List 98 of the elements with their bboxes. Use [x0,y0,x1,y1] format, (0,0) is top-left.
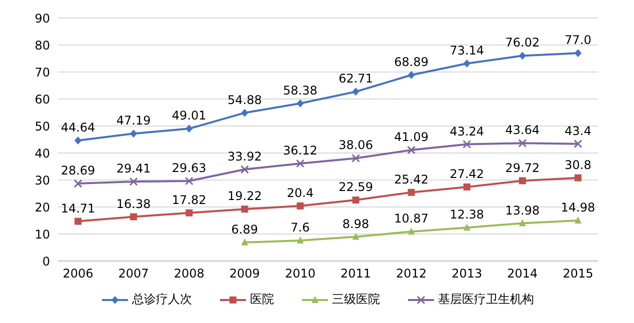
point [518,219,526,226]
data-label: 38.06 [338,138,373,152]
y-tick-label: 60 [34,92,50,106]
data-label: 8.98 [342,216,370,231]
point [241,238,248,246]
data-label: 27.42 [450,166,484,181]
data-label: 10.87 [394,212,429,226]
y-tick-label: 70 [34,65,50,80]
data-label: 6.89 [231,222,258,236]
point [130,213,138,220]
point [296,202,304,210]
y-tick-label: 20 [34,200,50,214]
data-label: 29.41 [116,162,151,176]
x-tick-label: 2013 [452,266,482,281]
y-tick-label: 50 [34,119,50,134]
point [186,124,193,133]
legend-label: 三级医院 [332,291,380,308]
point [296,236,304,244]
point [296,159,304,168]
point [74,218,82,225]
point [240,165,249,174]
point [241,108,248,117]
y-tick-label: 90 [34,11,50,26]
point [463,183,470,190]
point [74,179,82,188]
data-label: 49.01 [172,108,206,123]
data-label: 68.89 [394,54,429,69]
y-tick-label: 80 [34,38,50,52]
point [518,177,526,184]
data-label: 14.98 [560,200,596,215]
point [463,224,470,231]
legend-label: 总诊疗人次 [132,291,192,308]
point [296,99,304,108]
point [408,228,415,235]
point [518,52,526,60]
point [574,174,582,182]
point [352,196,360,204]
data-label: 12.38 [450,208,484,222]
point [352,88,360,96]
point [74,136,82,144]
data-label: 43.24 [450,124,484,138]
point [408,70,415,79]
point [184,176,194,186]
data-label: 25.42 [394,172,429,186]
point [352,232,360,240]
data-label: 14.71 [60,201,96,216]
data-label: 29.63 [172,161,206,175]
data-label: 13.98 [505,203,540,218]
point [352,154,360,162]
point [407,146,416,154]
point [518,138,527,148]
data-label: 76.02 [505,36,540,50]
x-tick-label: 2014 [507,266,538,281]
legend-label: 医院 [250,291,274,308]
point [241,206,248,213]
data-label: 36.12 [283,143,318,158]
data-label: 29.72 [505,160,540,175]
point [130,130,138,138]
data-label: 44.64 [60,120,96,134]
data-label: 30.8 [564,158,592,172]
data-label: 20.4 [286,186,314,200]
data-label: 33.92 [227,149,262,164]
x-tick-label: 2008 [174,266,204,281]
data-label: 47.19 [116,114,151,128]
data-label: 22.59 [338,180,373,194]
point [408,188,415,196]
x-tick-label: 2009 [229,266,260,281]
data-label: 54.88 [227,92,262,107]
x-tick-label: 2012 [396,266,427,281]
y-tick-label: 10 [34,227,50,242]
data-label: 73.14 [450,44,484,58]
point [129,177,138,186]
data-label: 16.38 [116,196,151,211]
point [463,60,470,68]
data-label: 17.82 [172,192,206,207]
data-label: 58.38 [283,83,318,98]
data-label: 62.71 [338,72,373,86]
data-label: 43.64 [505,123,540,138]
point [574,140,582,148]
x-tick-label: 2010 [284,266,316,281]
y-tick-label: 0 [42,254,50,268]
data-label: 43.4 [564,124,592,138]
y-tick-label: 30 [34,173,50,188]
data-label: 77.0 [564,33,592,48]
legend-label: 基层医疗卫生机构 [438,291,534,308]
x-tick-label: 2015 [562,266,594,281]
point [574,49,582,58]
data-label: 28.69 [60,164,96,178]
x-tick-label: 2006 [62,266,94,281]
point [574,216,582,224]
data-label: 19.22 [227,189,262,204]
point [186,209,193,216]
y-tick-label: 40 [34,146,50,160]
x-tick-label: 2011 [340,266,372,281]
data-label: 41.09 [394,130,429,144]
point [462,140,472,148]
x-tick-label: 2007 [118,266,149,281]
data-label: 7.6 [290,220,310,234]
